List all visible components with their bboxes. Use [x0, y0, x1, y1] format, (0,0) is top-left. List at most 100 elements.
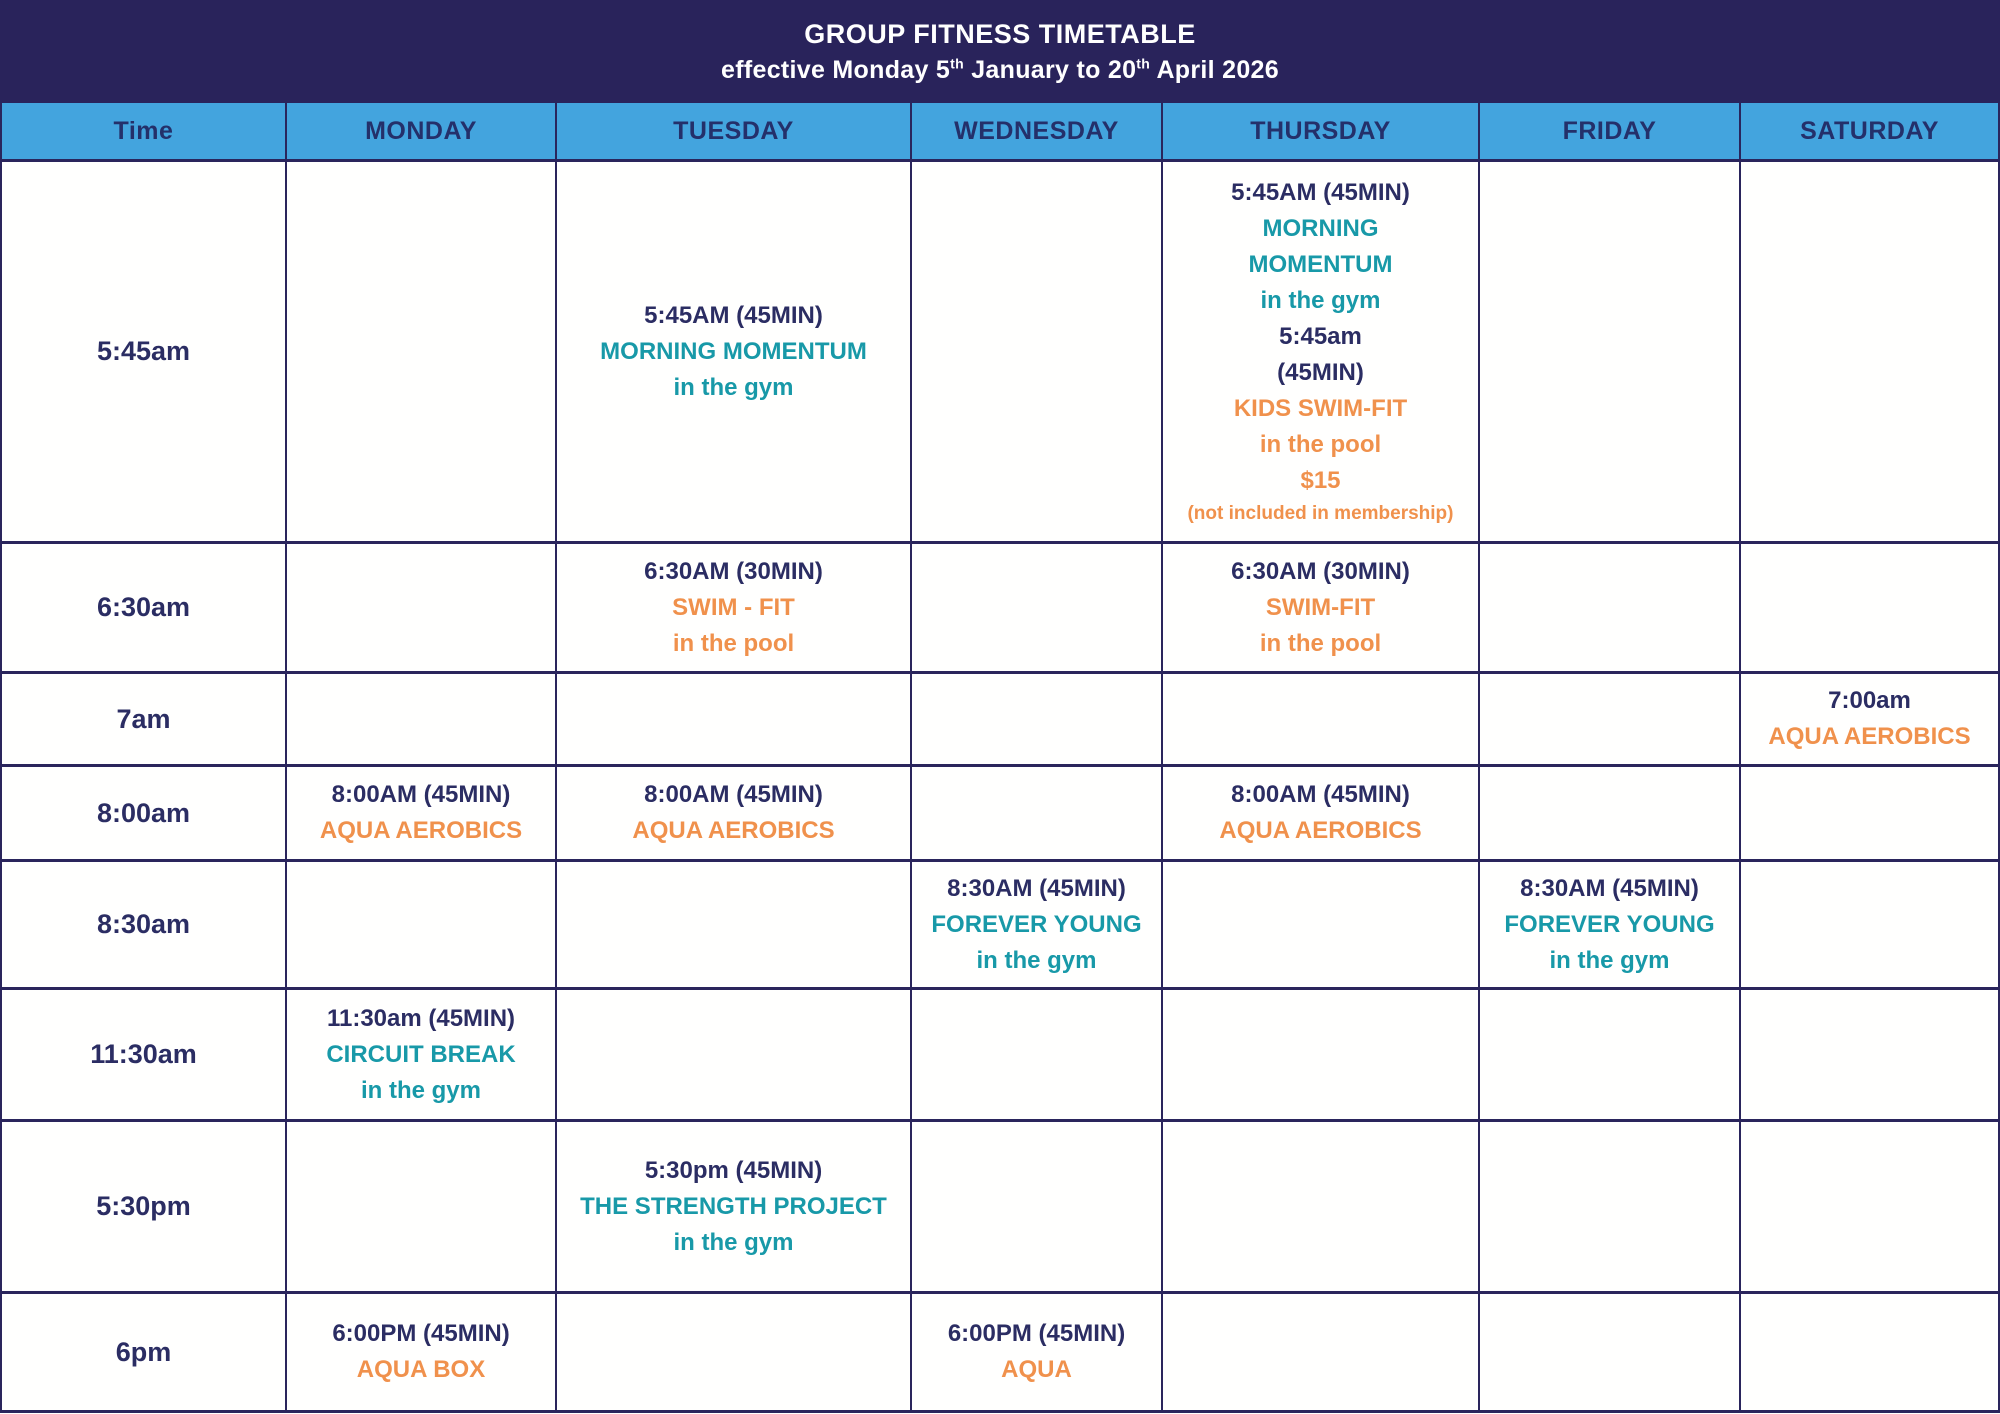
- class-line: AQUA BOX: [356, 1356, 486, 1383]
- class-line: FOREVER YOUNG: [931, 910, 1142, 938]
- class-line: MORNING MOMENTUM: [600, 337, 867, 365]
- effective-dates-prefix: effective Monday 5: [721, 55, 951, 84]
- effective-dates-suffix: April 2026: [1150, 55, 1279, 84]
- cell-monday-630am: [287, 544, 557, 674]
- column-header-saturday: SATURDAY: [1741, 103, 2000, 162]
- cell-tuesday-7am: [557, 674, 912, 767]
- timetable-title: GROUP FITNESS TIMETABLE: [804, 18, 1196, 49]
- class-line: SWIM - FIT: [672, 593, 795, 621]
- cell-tuesday-6pm: [557, 1294, 912, 1413]
- cell-saturday-630am: [1741, 544, 2000, 674]
- class-line: in the pool: [672, 629, 795, 657]
- class-line: 5:45AM (45MIN): [644, 301, 823, 329]
- class-line: 8:30AM (45MIN): [947, 874, 1126, 902]
- column-header-wednesday: WEDNESDAY: [912, 103, 1163, 162]
- class-line: 8:30AM (45MIN): [1520, 874, 1699, 902]
- cell-tuesday-800am: 8:00AM (45MIN) AQUA AEROBICS: [557, 767, 912, 862]
- class-line: in the gym: [360, 1076, 481, 1104]
- cell-friday-800am: [1480, 767, 1741, 862]
- class-line: (not included in membership): [1187, 503, 1454, 524]
- cell-wednesday-630am: [912, 544, 1163, 674]
- class-line: in the gym: [673, 373, 794, 401]
- column-header-tuesday: TUESDAY: [557, 103, 912, 162]
- time-label-530pm: 5:30pm: [2, 1122, 287, 1294]
- cell-saturday-1130am: [1741, 990, 2000, 1122]
- cell-saturday-7am: 7:00am AQUA AEROBICS: [1741, 674, 2000, 767]
- cell-friday-830am: 8:30AM (45MIN) FOREVER YOUNG in the gym: [1480, 862, 1741, 990]
- time-label-6pm: 6pm: [2, 1294, 287, 1413]
- title-band: GROUP FITNESS TIMETABLE effective Monday…: [0, 0, 2000, 103]
- cell-tuesday-545am: 5:45AM (45MIN) MORNING MOMENTUM in the gym: [557, 162, 912, 544]
- cell-thursday-530pm: [1163, 1122, 1480, 1294]
- cell-thursday-1130am: [1163, 990, 1480, 1122]
- column-header-monday: MONDAY: [287, 103, 557, 162]
- cell-thursday-630am: 6:30AM (30MIN) SWIM-FIT in the pool: [1163, 544, 1480, 674]
- class-line: in the pool: [1259, 629, 1382, 657]
- time-label-1130am: 11:30am: [2, 990, 287, 1122]
- cell-thursday-830am: [1163, 862, 1480, 990]
- class-line: 8:00AM (45MIN): [1231, 781, 1410, 808]
- class-line: MORNING: [1262, 215, 1379, 242]
- class-line: THE STRENGTH PROJECT: [580, 1192, 887, 1220]
- timetable-effective-dates: effective Monday 5th January to 20th Apr…: [721, 56, 1279, 85]
- cell-monday-830am: [287, 862, 557, 990]
- timetable-grid: Time MONDAY TUESDAY WEDNESDAY THURSDAY FRIDAY…: [0, 103, 2000, 1413]
- class-line: 8:00AM (45MIN): [331, 781, 511, 808]
- time-label-630am: 6:30am: [2, 544, 287, 674]
- class-line: AQUA AEROBICS: [1768, 723, 1971, 750]
- cell-saturday-545am: [1741, 162, 2000, 544]
- cell-monday-7am: [287, 674, 557, 767]
- cell-wednesday-6pm: 6:00PM (45MIN) AQUA: [912, 1294, 1163, 1413]
- class-line: AQUA AEROBICS: [1219, 817, 1422, 844]
- class-line: 5:30pm (45MIN): [644, 1156, 823, 1184]
- cell-wednesday-1130am: [912, 990, 1163, 1122]
- cell-friday-7am: [1480, 674, 1741, 767]
- effective-dates-mid: January to 20: [963, 55, 1137, 84]
- cell-saturday-530pm: [1741, 1122, 2000, 1294]
- cell-tuesday-830am: [557, 862, 912, 990]
- class-line: MOMENTUM: [1248, 251, 1393, 278]
- cell-monday-800am: 8:00AM (45MIN) AQUA AEROBICS: [287, 767, 557, 862]
- cell-friday-630am: [1480, 544, 1741, 674]
- cell-monday-6pm: 6:00PM (45MIN) AQUA BOX: [287, 1294, 557, 1413]
- cell-monday-530pm: [287, 1122, 557, 1294]
- column-header-time: Time: [2, 103, 287, 162]
- time-label-800am: 8:00am: [2, 767, 287, 862]
- cell-tuesday-1130am: [557, 990, 912, 1122]
- cell-wednesday-545am: [912, 162, 1163, 544]
- cell-saturday-800am: [1741, 767, 2000, 862]
- class-line: KIDS SWIM-FIT: [1233, 395, 1408, 422]
- cell-friday-530pm: [1480, 1122, 1741, 1294]
- time-label-7am: 7am: [2, 674, 287, 767]
- cell-thursday-800am: 8:00AM (45MIN) AQUA AEROBICS: [1163, 767, 1480, 862]
- cell-monday-1130am: 11:30am (45MIN) CIRCUIT BREAK in the gym: [287, 990, 557, 1122]
- cell-saturday-830am: [1741, 862, 2000, 990]
- class-line: 5:45AM (45MIN): [1231, 179, 1410, 206]
- column-header-friday: FRIDAY: [1480, 103, 1741, 162]
- class-line: in the gym: [1549, 946, 1670, 974]
- cell-thursday-6pm: [1163, 1294, 1480, 1413]
- column-header-thursday: THURSDAY: [1163, 103, 1480, 162]
- cell-saturday-6pm: [1741, 1294, 2000, 1413]
- cell-friday-1130am: [1480, 990, 1741, 1122]
- cell-friday-6pm: [1480, 1294, 1741, 1413]
- class-line: CIRCUIT BREAK: [326, 1040, 516, 1068]
- class-line: in the gym: [976, 946, 1097, 974]
- class-line: SWIM-FIT: [1265, 593, 1376, 621]
- class-line: 6:00PM (45MIN): [332, 1320, 510, 1347]
- class-line: in the gym: [1260, 287, 1381, 314]
- class-line: 6:30AM (30MIN): [1231, 557, 1410, 585]
- class-line: in the gym: [673, 1228, 794, 1256]
- cell-monday-545am: [287, 162, 557, 544]
- class-line: 11:30am (45MIN): [326, 1004, 516, 1032]
- cell-wednesday-530pm: [912, 1122, 1163, 1294]
- class-line: 6:00PM (45MIN): [947, 1320, 1126, 1347]
- class-line: 5:45am: [1279, 323, 1362, 350]
- cell-wednesday-800am: [912, 767, 1163, 862]
- cell-wednesday-7am: [912, 674, 1163, 767]
- class-line: 7:00am: [1828, 687, 1911, 714]
- cell-friday-545am: [1480, 162, 1741, 544]
- class-line: 6:30AM (30MIN): [644, 557, 823, 585]
- time-label-545am: 5:45am: [2, 162, 287, 544]
